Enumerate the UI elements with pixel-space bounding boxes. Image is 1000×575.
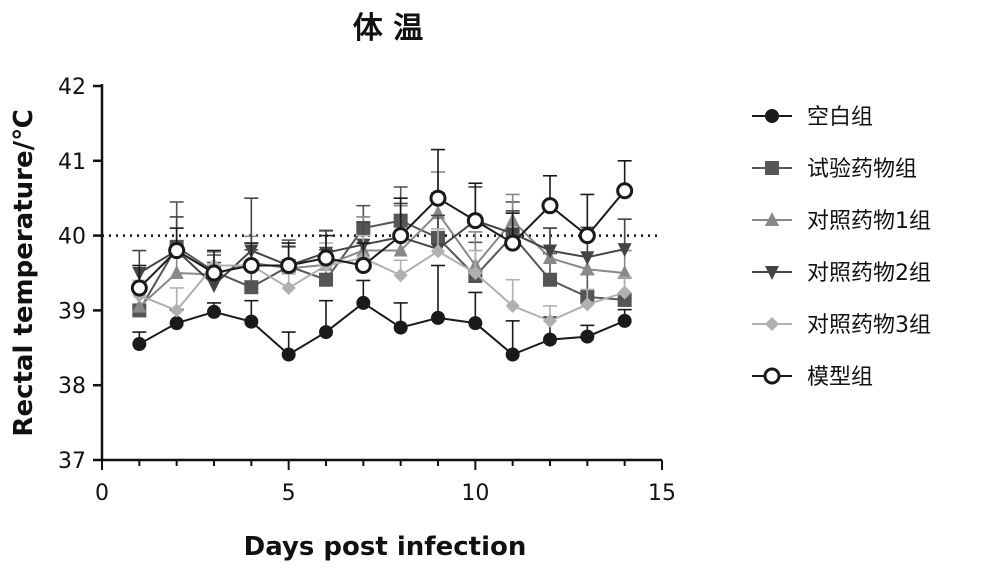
legend-item-2: 试验药物组 [752, 157, 917, 182]
data-point [429, 189, 447, 207]
y-tick-label: 38 [58, 374, 86, 399]
legend-item-6: 模型组 [752, 365, 873, 390]
legend-item-4: 对照药物2组 [752, 261, 931, 286]
data-point [393, 268, 408, 283]
data-point [130, 279, 148, 297]
data-point [280, 257, 298, 275]
data-point [205, 264, 223, 282]
y-tick-label: 41 [58, 150, 86, 175]
data-point [543, 313, 557, 328]
data-point [617, 292, 632, 307]
y-tick-label: 40 [58, 225, 86, 250]
data-point [281, 347, 296, 362]
legend-marker [765, 317, 779, 331]
x-tick-label: 10 [461, 481, 489, 506]
data-point [543, 244, 557, 259]
data-point [393, 320, 408, 335]
legend-label: 对照药物3组 [807, 313, 931, 338]
y-tick-label: 39 [58, 299, 86, 324]
y-tick-label: 37 [58, 449, 86, 474]
data-point [317, 249, 335, 267]
legend-marker [765, 266, 779, 280]
data-point [541, 197, 559, 215]
data-point [505, 347, 520, 362]
data-point [354, 257, 372, 275]
data-point [617, 265, 632, 279]
data-point [505, 298, 520, 313]
data-point [207, 278, 221, 293]
data-point [578, 227, 596, 245]
data-point [580, 261, 595, 276]
data-point [393, 242, 408, 257]
x-tick-label: 5 [282, 481, 296, 506]
axes: 37 38 39 40 41 42 0 5 10 15 [58, 75, 676, 506]
data-point [431, 310, 445, 325]
data-point [580, 297, 595, 312]
x-tick-label: 15 [648, 481, 676, 506]
data-point [319, 272, 333, 287]
plot-area [130, 148, 634, 362]
data-point [319, 325, 333, 340]
data-point [617, 313, 632, 328]
chart-title: 体 温 [353, 11, 423, 46]
x-axis-label: Days post infection [244, 532, 527, 562]
data-point [132, 298, 147, 313]
legend-label: 对照药物2组 [807, 261, 931, 286]
data-point [580, 251, 595, 266]
data-point [169, 265, 184, 279]
data-point [580, 329, 595, 344]
legend-item-1: 空白组 [752, 105, 873, 130]
y-axis-label: Rectal temperature/℃ [9, 109, 39, 436]
series-3 [132, 171, 632, 313]
data-point [468, 266, 483, 280]
legend-label: 试验药物组 [807, 157, 917, 182]
data-point [244, 280, 259, 295]
legend-marker [765, 161, 779, 175]
data-point [242, 257, 260, 275]
data-point [616, 182, 634, 200]
legend-item-5: 对照药物3组 [752, 313, 931, 338]
legend-label: 空白组 [807, 105, 873, 130]
data-point [168, 242, 186, 260]
data-point [356, 295, 371, 310]
data-point [504, 234, 522, 252]
data-point [244, 314, 259, 329]
legend-marker [763, 367, 781, 385]
data-point [617, 285, 632, 300]
legend-marker [765, 109, 779, 123]
data-point [466, 212, 484, 230]
series-6 [130, 148, 634, 297]
data-point [169, 316, 184, 331]
data-point [132, 337, 147, 352]
data-point [543, 272, 557, 287]
data-point [468, 316, 483, 331]
data-point [543, 332, 557, 347]
x-tick-label: 0 [95, 481, 109, 506]
data-point [431, 244, 445, 259]
y-tick-label: 42 [58, 75, 86, 100]
data-point [281, 280, 296, 295]
legend-marker [765, 212, 779, 226]
legend-label: 模型组 [807, 365, 873, 390]
data-point [617, 243, 632, 258]
data-point [392, 227, 410, 245]
data-point [169, 303, 184, 318]
legend-item-3: 对照药物1组 [752, 209, 931, 234]
legend-label: 对照药物1组 [807, 209, 931, 234]
data-point [207, 304, 221, 319]
